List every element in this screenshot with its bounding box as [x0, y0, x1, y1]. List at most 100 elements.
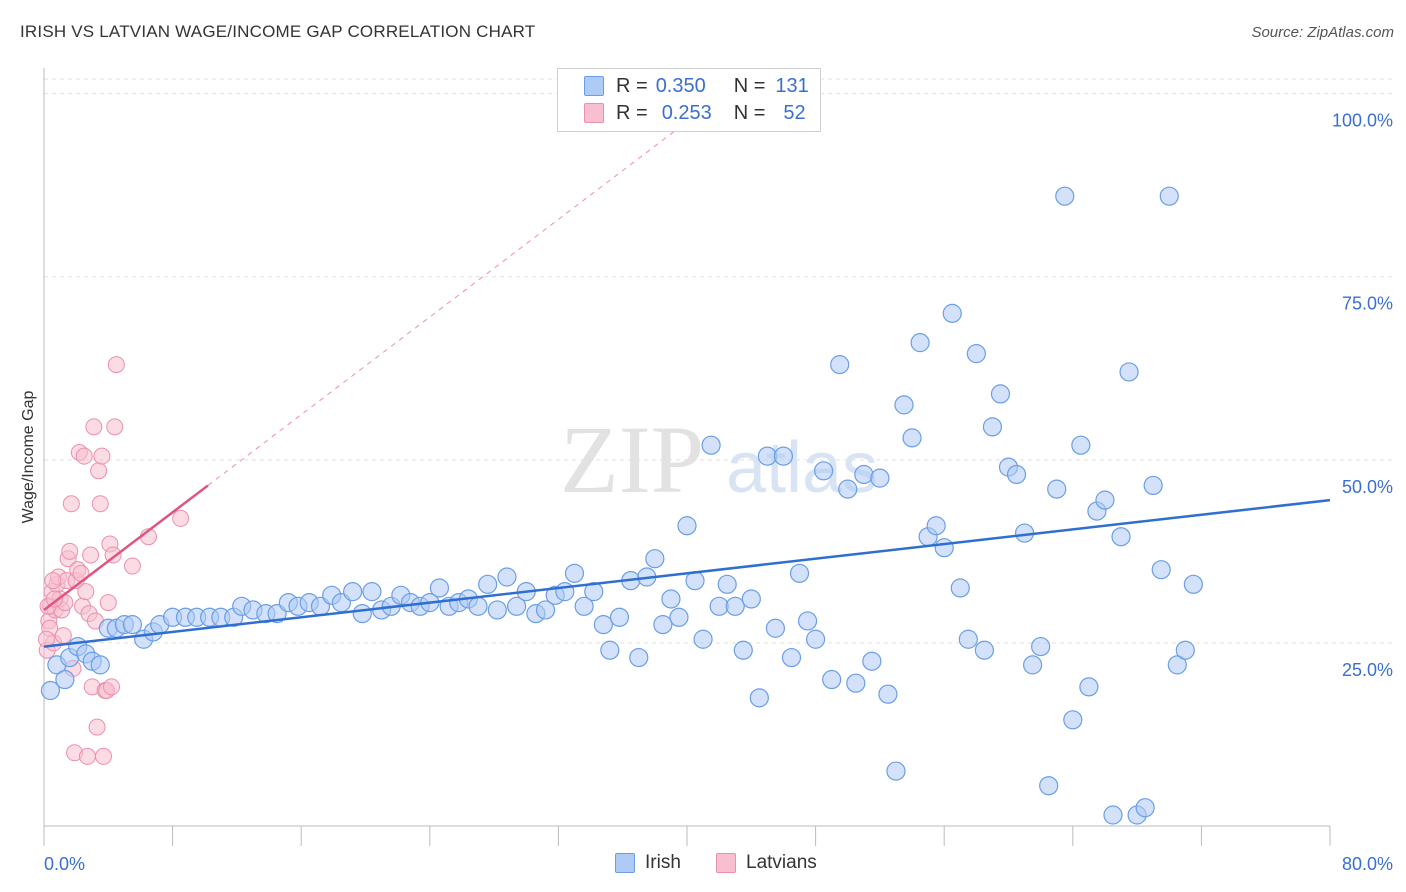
- irish-point: [733, 640, 753, 660]
- irish-point: [846, 673, 866, 693]
- irish-point: [609, 607, 630, 627]
- irish-points: [40, 186, 1203, 825]
- irish-point: [709, 596, 729, 616]
- irish-point: [725, 596, 745, 616]
- irish-point: [870, 468, 890, 488]
- latvian-point: [90, 462, 108, 480]
- irish-point: [814, 461, 834, 481]
- irish-point: [910, 333, 930, 353]
- latvian-point: [85, 418, 103, 436]
- irish-point: [781, 647, 802, 668]
- irish-point: [1103, 805, 1123, 825]
- y-tick-label: 25.0%: [1342, 660, 1393, 680]
- irish-point: [1006, 464, 1027, 485]
- irish-point: [352, 604, 372, 624]
- latvian-point: [62, 495, 80, 513]
- latvian-point: [93, 447, 111, 465]
- irish-point: [497, 567, 517, 587]
- irish-point: [1167, 655, 1187, 675]
- irish-point: [958, 629, 978, 649]
- legend-row-irish: R = 0.350 N = 131: [584, 73, 809, 99]
- bottom-legend-irish-label: Irish: [645, 852, 681, 873]
- irish-point: [966, 344, 986, 364]
- bottom-swatch-latvians: [716, 853, 736, 873]
- latvian-point: [88, 718, 106, 736]
- legend-row-latvians: R = 0.253 N = 52: [584, 100, 806, 126]
- x-tick-label-max: 80.0%: [1342, 854, 1393, 874]
- latvian-trend-line: [43, 484, 209, 611]
- irish-point: [487, 600, 507, 620]
- irish-point: [1047, 479, 1067, 499]
- legend-n-value-latvians: 52: [783, 101, 806, 124]
- latvian-point: [103, 678, 121, 696]
- tick-labels: 25.0% 50.0% 75.0% 100.0% 0.0% 80.0%: [44, 111, 1393, 874]
- latvian-point: [77, 583, 95, 601]
- latvian-point: [75, 447, 93, 465]
- irish-point: [1119, 362, 1139, 382]
- irish-point: [468, 596, 488, 616]
- irish-point: [1039, 776, 1059, 796]
- irish-point: [122, 615, 143, 635]
- latvian-point: [106, 418, 124, 436]
- latvian-points: [37, 356, 190, 765]
- irish-point: [693, 629, 713, 649]
- irish-point: [926, 516, 946, 536]
- irish-point: [1111, 527, 1131, 547]
- latvian-point: [107, 356, 125, 374]
- irish-point: [661, 589, 681, 609]
- irish-point: [757, 446, 777, 466]
- irish-point: [805, 629, 826, 649]
- irish-point: [822, 669, 842, 690]
- irish-point: [773, 446, 794, 466]
- irish-point: [1071, 435, 1091, 455]
- irish-point: [789, 563, 810, 583]
- bottom-legend-latvians: Latvians: [716, 852, 817, 874]
- irish-point: [478, 574, 498, 594]
- irish-point: [902, 428, 922, 448]
- irish-point: [343, 582, 363, 602]
- irish-point: [1063, 710, 1083, 730]
- latvian-point: [61, 542, 79, 560]
- latvian-point: [94, 747, 112, 765]
- irish-point: [717, 574, 737, 594]
- irish-point: [878, 684, 898, 704]
- irish-point: [1183, 574, 1203, 594]
- latvian-point: [91, 495, 109, 513]
- irish-point: [886, 761, 906, 781]
- irish-point: [950, 578, 970, 598]
- irish-point: [40, 680, 61, 701]
- irish-point: [982, 417, 1003, 437]
- irish-point: [765, 618, 786, 638]
- x-tick-label-min: 0.0%: [44, 854, 85, 874]
- irish-point: [1095, 490, 1115, 510]
- legend-swatch-latvians: [584, 103, 604, 123]
- irish-point: [677, 516, 697, 536]
- y-tick-label: 50.0%: [1342, 477, 1393, 497]
- y-tick-label: 100.0%: [1332, 111, 1393, 131]
- irish-point: [1031, 636, 1051, 657]
- irish-point: [90, 655, 110, 675]
- bottom-legend-irish: Irish: [615, 852, 681, 874]
- irish-point: [862, 651, 882, 671]
- irish-point: [942, 303, 962, 323]
- legend-r-value-latvians: 0.253: [661, 101, 712, 124]
- irish-point: [701, 435, 721, 455]
- irish-point: [1079, 677, 1099, 697]
- legend-n-label: N =: [733, 74, 766, 97]
- grid-lines: [44, 78, 1395, 644]
- irish-point: [797, 611, 818, 631]
- irish-point: [429, 578, 450, 598]
- irish-point: [741, 589, 761, 609]
- irish-point: [507, 596, 527, 616]
- source-credit: Source: ZipAtlas.com: [1251, 24, 1394, 41]
- irish-point: [574, 596, 594, 616]
- axes: [43, 68, 1331, 846]
- irish-point: [1143, 475, 1163, 496]
- irish-point: [974, 640, 994, 660]
- latvian-point: [99, 594, 117, 612]
- irish-point: [1023, 655, 1043, 675]
- irish-point: [1055, 186, 1075, 206]
- latvian-point: [172, 509, 190, 527]
- irish-point: [535, 600, 556, 620]
